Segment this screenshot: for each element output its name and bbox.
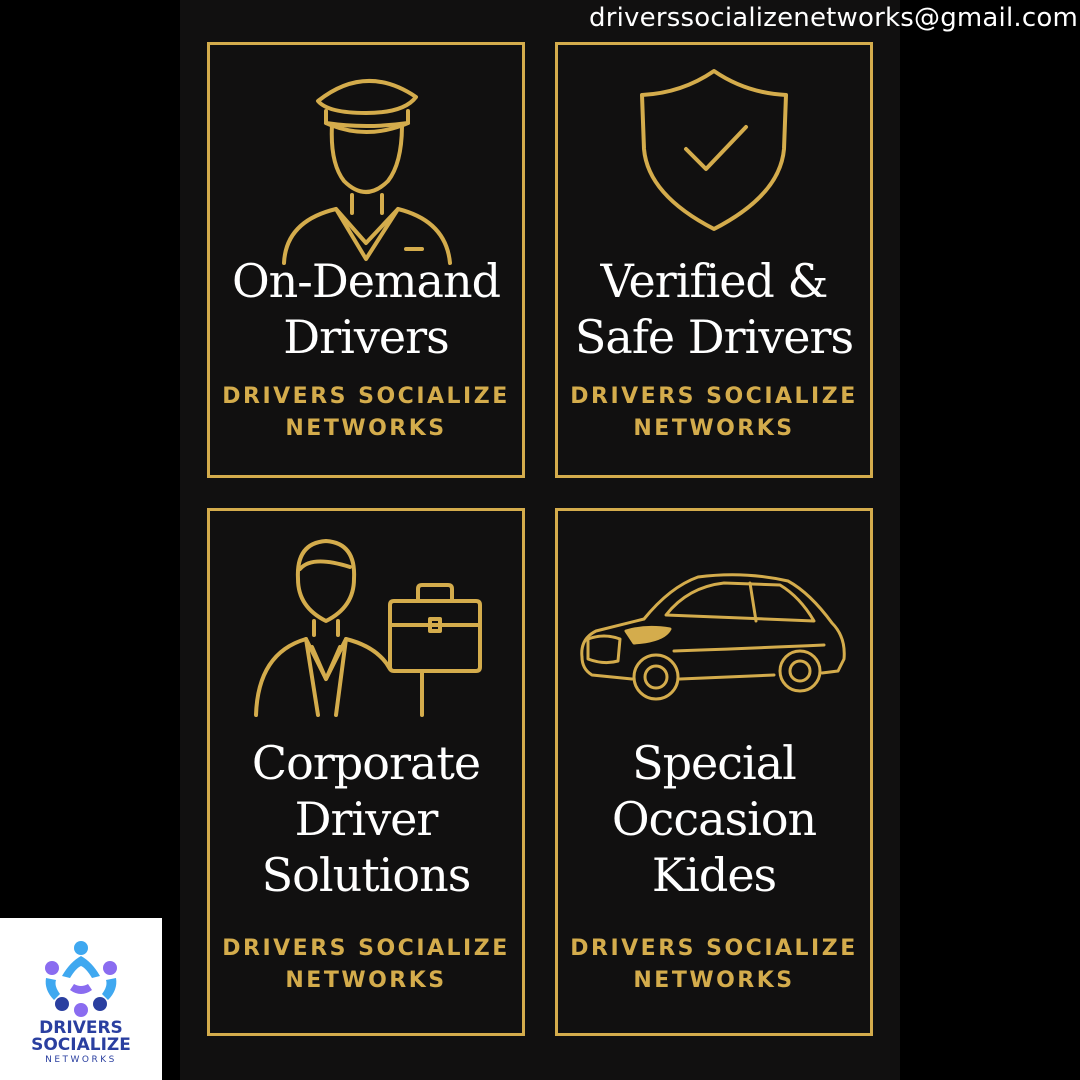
card-title: Verified & Safe Drivers	[574, 254, 854, 364]
businessman-briefcase-icon	[210, 529, 522, 719]
chauffeur-icon	[210, 63, 522, 273]
card-title: Special Occasion Kides	[611, 736, 817, 902]
card-on-demand-drivers: On-Demand Drivers DRIVERS SOCIALIZE NETW…	[207, 42, 525, 478]
card-special-occasion-rides: Special Occasion Kides DRIVERS SOCIALIZE…	[555, 508, 873, 1036]
card-brand: DRIVERS SOCIALIZE NETWORKS	[222, 384, 510, 441]
card-title: Corporate Driver Solutions	[251, 736, 481, 902]
card-brand: DRIVERS SOCIALIZE NETWORKS	[222, 936, 510, 993]
card-corporate-driver-solutions: Corporate Driver Solutions DRIVERS SOCIA…	[207, 508, 525, 1036]
sedan-car-icon	[558, 567, 870, 707]
brand-logo: DRIVERS SOCIALIZE NETWORKS	[0, 918, 162, 1080]
contact-email[interactable]: driverssocializenetworks@gmail.com	[589, 3, 1078, 33]
people-circle-logo-icon	[40, 940, 122, 1023]
card-verified-safe-drivers: Verified & Safe Drivers DRIVERS SOCIALIZ…	[555, 42, 873, 478]
shield-check-icon	[558, 65, 870, 235]
card-brand: DRIVERS SOCIALIZE NETWORKS	[570, 936, 858, 993]
card-brand: DRIVERS SOCIALIZE NETWORKS	[570, 384, 858, 441]
card-title: On-Demand Drivers	[231, 254, 501, 364]
